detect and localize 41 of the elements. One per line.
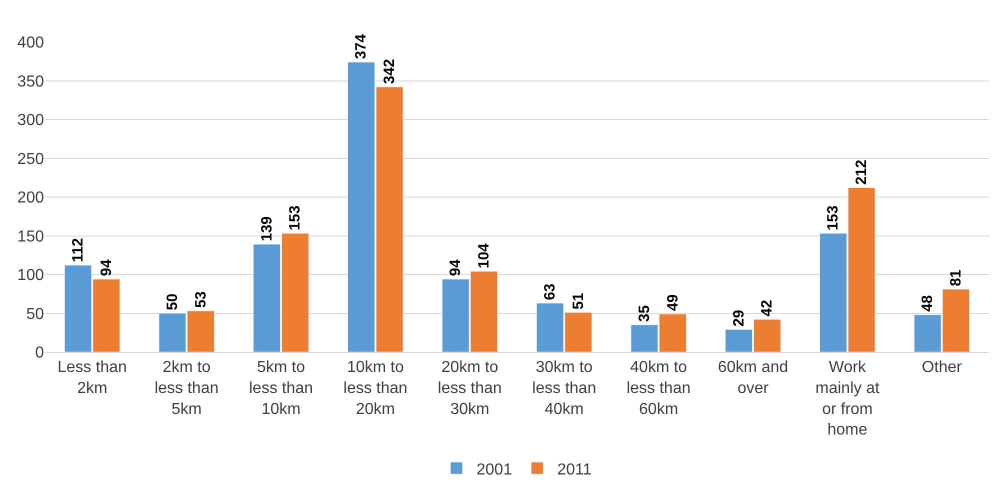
x-tick-label: 60km and over	[718, 359, 788, 397]
x-tick-label: 30km to less than 40km	[532, 359, 596, 418]
legend-label: 2001	[476, 461, 512, 478]
data-label: 42	[758, 300, 776, 316]
x-tick-label: 2km to less than 5km	[154, 359, 219, 418]
y-tick-label: 250	[17, 150, 44, 168]
data-label: 81	[947, 270, 964, 286]
y-tick-label: 400	[17, 34, 44, 52]
x-tick-label: Other	[922, 359, 962, 376]
legend-label: 2011	[557, 461, 592, 478]
data-label: 104	[475, 242, 492, 268]
data-label: 342	[381, 58, 398, 84]
y-tick-label: 100	[17, 267, 44, 284]
data-label: 51	[570, 292, 587, 310]
x-tick-label: 10km to less than 20km	[343, 359, 408, 418]
x-tick-label: Work mainly at or from home	[815, 359, 880, 439]
data-label: 49	[664, 294, 682, 312]
data-label: 48	[919, 295, 936, 312]
data-label: 94	[447, 258, 464, 276]
data-label: 112	[70, 238, 87, 262]
data-label: 50	[164, 294, 181, 310]
x-tick-label: Less than 2km	[58, 359, 127, 397]
y-tick-label: 300	[17, 112, 44, 130]
y-tick-label: 150	[17, 228, 44, 246]
data-label: 63	[542, 283, 559, 300]
x-tick-label: 5km to less than 10km	[248, 359, 314, 418]
data-label: 53	[192, 291, 210, 308]
data-label: 153	[824, 205, 842, 230]
data-label: 139	[258, 216, 276, 242]
data-label: 94	[98, 258, 115, 276]
data-label: 212	[853, 160, 870, 185]
y-tick-label: 350	[17, 73, 44, 90]
data-label: 35	[636, 305, 653, 322]
data-label: 374	[352, 33, 370, 60]
x-tick-label: 20km to less than 30km	[438, 359, 502, 418]
data-label: 29	[730, 310, 748, 327]
x-tick-label: 40km to less than 60km	[626, 359, 691, 418]
y-tick-label: 0	[35, 344, 44, 362]
y-tick-label: 50	[26, 306, 44, 323]
y-tick-label: 200	[17, 190, 44, 207]
data-label: 153	[286, 205, 304, 230]
